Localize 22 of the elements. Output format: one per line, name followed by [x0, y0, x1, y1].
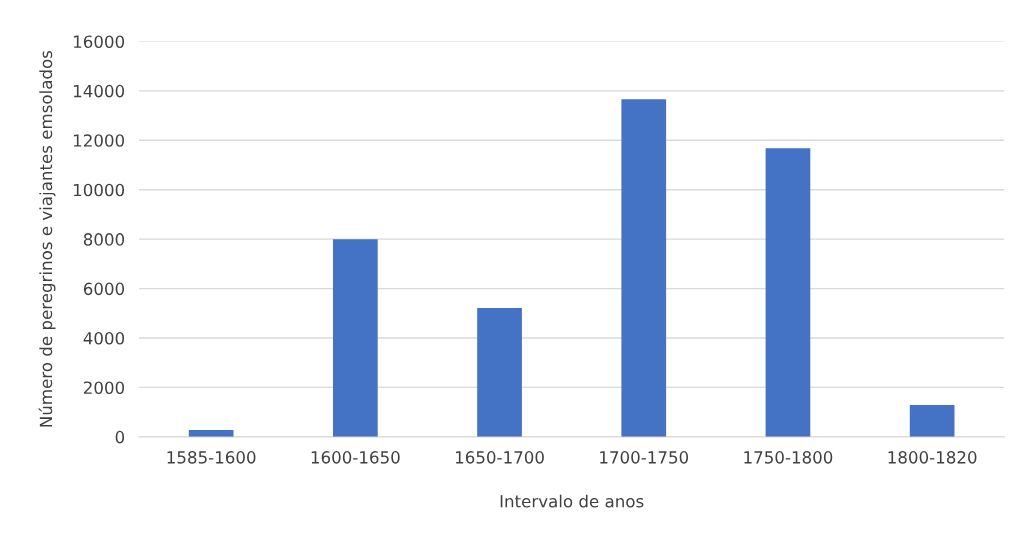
y-tick-label: 6000	[83, 282, 125, 296]
x-tick-label: 1800-1820	[888, 451, 977, 464]
y-tick-label: 4000	[83, 331, 125, 345]
y-tick-label: 2000	[83, 381, 125, 394]
y-tick-label: 0	[115, 430, 125, 444]
x-axis-title: Intervalo de anos	[500, 494, 644, 508]
y-tick-label: 10000	[73, 183, 125, 197]
bar	[765, 148, 811, 437]
x-tick-label: 1750-1800	[744, 451, 833, 464]
x-tick-label: 1700-1750	[600, 451, 689, 464]
y-tick-label: 16000	[73, 35, 125, 48]
bar	[477, 308, 522, 437]
bar	[621, 99, 667, 437]
x-tick-label: 1600-1650	[311, 451, 400, 464]
bar	[909, 404, 955, 437]
x-tick-label: 1650-1700	[455, 451, 544, 464]
x-tick-label: 1585-1600	[167, 451, 256, 464]
y-axis-title: Número de peregrinos e viajantes emsolados	[38, 50, 56, 427]
y-tick-label: 14000	[73, 84, 125, 98]
y-tick-label: 8000	[83, 233, 125, 246]
y-tick-label: 12000	[73, 134, 125, 147]
bar	[333, 239, 378, 437]
